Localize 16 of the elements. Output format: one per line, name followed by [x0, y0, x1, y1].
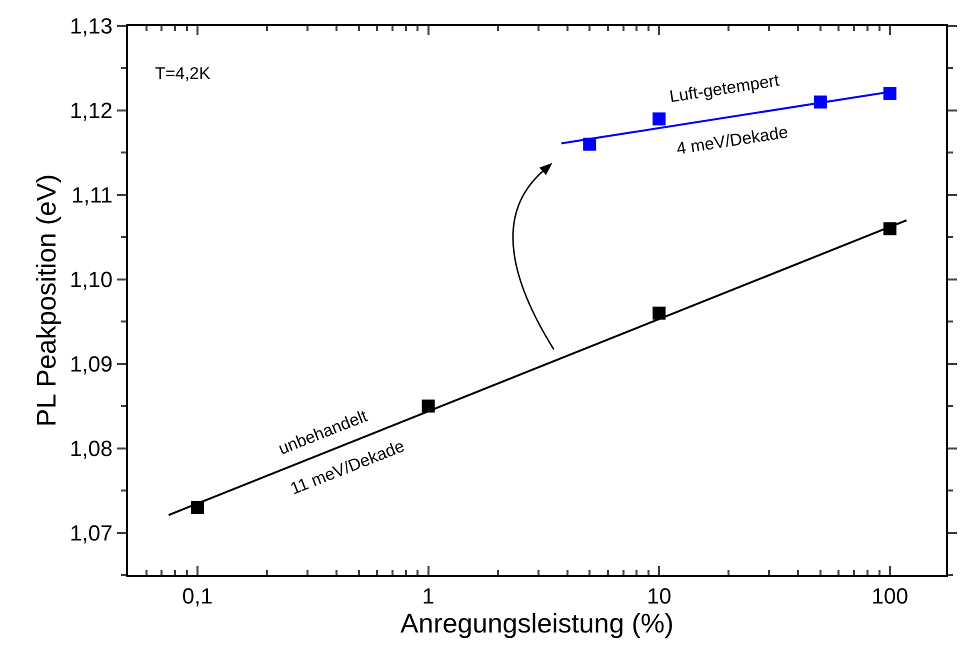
- annotation: T=4,2K: [155, 64, 211, 83]
- x-tick-label: 10: [646, 583, 672, 608]
- y-tick-label: 1,09: [70, 352, 113, 377]
- x-tick-label: 100: [872, 583, 908, 608]
- y-tick-label: 1,11: [71, 182, 113, 208]
- annotation: Luft-getempert: [668, 70, 781, 106]
- x-tick-label: 1: [422, 583, 434, 608]
- y-tick-label: 1,07: [70, 520, 113, 546]
- x-tick-label: 0,1: [182, 583, 213, 608]
- y-tick-label: 1,12: [70, 98, 113, 124]
- y-axis-title: PL Peakposition (eV): [31, 174, 62, 427]
- x-axis-title: Anregungsleistung (%): [400, 608, 674, 638]
- y-tick-label: 1,08: [70, 436, 113, 462]
- annotation: 4 meV/Dekade: [675, 122, 790, 158]
- y-tick-label: 1,13: [70, 14, 113, 39]
- y-tick-label: 1,10: [70, 267, 113, 292]
